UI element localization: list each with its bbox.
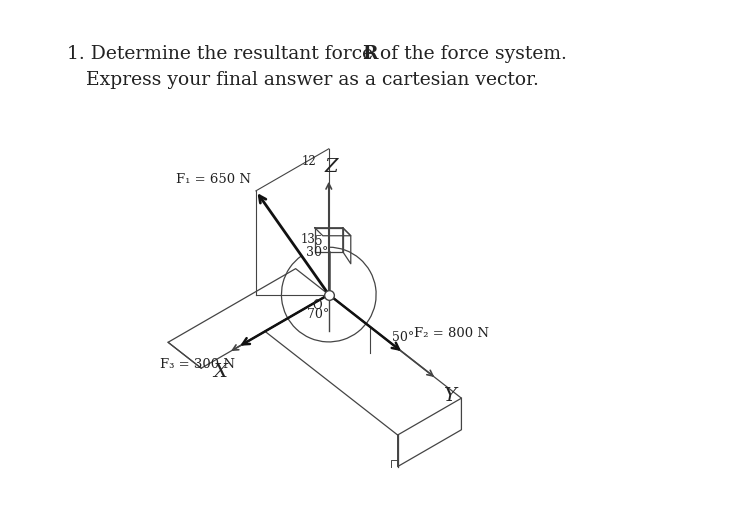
Text: 30°: 30° (306, 246, 329, 259)
Text: 70°: 70° (307, 308, 329, 321)
Text: 1. Determine the resultant force: 1. Determine the resultant force (67, 45, 379, 63)
Text: O: O (313, 299, 323, 312)
Text: X: X (214, 363, 228, 381)
Text: Y: Y (443, 387, 456, 404)
Text: Z: Z (325, 158, 338, 176)
Text: 12: 12 (302, 155, 317, 168)
Text: 50°: 50° (391, 331, 414, 345)
Text: R: R (362, 45, 378, 63)
Text: 13: 13 (300, 232, 315, 246)
Text: of the force system.: of the force system. (374, 45, 567, 63)
Text: F₃ = 300 N: F₃ = 300 N (160, 358, 235, 371)
Text: F₁ = 650 N: F₁ = 650 N (176, 173, 251, 186)
Text: Express your final answer as a cartesian vector.: Express your final answer as a cartesian… (86, 71, 539, 89)
Text: F₂ = 800 N: F₂ = 800 N (414, 327, 489, 340)
Text: 5: 5 (315, 235, 323, 248)
